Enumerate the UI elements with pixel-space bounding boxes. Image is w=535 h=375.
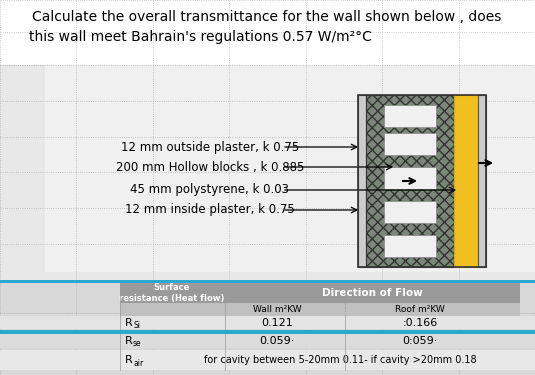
Bar [384,235,436,257]
Text: R: R [125,318,133,327]
Text: R: R [125,336,133,346]
Bar [120,283,225,303]
Bar [0,330,535,334]
Text: 45 mm polystyrene, k 0.03: 45 mm polystyrene, k 0.03 [131,183,289,196]
Bar [0,350,535,370]
Text: this wall meet Bahrain's regulations 0.57 W/m²°C: this wall meet Bahrain's regulations 0.5… [28,30,371,44]
Bar [225,283,520,303]
Text: Direction of Flow: Direction of Flow [322,288,422,298]
Bar [384,167,436,189]
Bar [358,95,486,267]
Bar [0,316,535,329]
Bar [358,95,366,267]
Text: Calculate the overall transmittance for the wall shown below , does: Calculate the overall transmittance for … [32,10,502,24]
Bar [0,334,535,348]
Text: 12 mm inside plaster, k 0.75: 12 mm inside plaster, k 0.75 [125,204,295,216]
Text: Si: Si [133,321,140,330]
Text: Surface
resistance (Heat flow): Surface resistance (Heat flow) [119,283,225,303]
Text: 0.121: 0.121 [261,318,293,327]
Bar [384,201,436,223]
Text: :0.166: :0.166 [402,318,438,327]
Text: 12 mm outside plaster, k 0.75: 12 mm outside plaster, k 0.75 [121,141,299,153]
Text: se: se [133,339,142,348]
Text: air: air [133,358,143,368]
Bar [0,280,535,283]
Bar [0,65,535,280]
Bar [454,95,478,267]
Text: Roof m²KW: Roof m²KW [395,305,445,314]
Bar [384,133,436,155]
Text: for cavity between 5-20mm 0.11- if cavity >20mm 0.18: for cavity between 5-20mm 0.11- if cavit… [204,355,476,365]
Bar [384,105,436,127]
Bar [0,0,535,65]
Bar [478,95,486,267]
Text: 0:059·: 0:059· [402,336,438,346]
Bar [366,95,454,267]
Text: R: R [125,355,133,365]
Text: 0.059·: 0.059· [259,336,295,346]
Bar [45,65,535,272]
Bar [0,280,535,375]
Text: 200 mm Hollow blocks , k 0.885: 200 mm Hollow blocks , k 0.885 [116,160,304,174]
Bar [120,303,520,316]
Text: Wall m²KW: Wall m²KW [253,305,301,314]
